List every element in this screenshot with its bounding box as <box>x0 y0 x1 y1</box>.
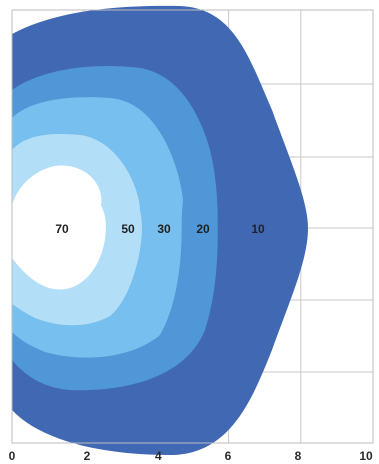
x-tick-label: 4 <box>155 449 162 463</box>
plot-border <box>11 9 374 444</box>
x-tick-label: 8 <box>295 449 302 463</box>
contour-labels: 10 20 30 50 70 <box>55 222 265 236</box>
x-tick-label: 0 <box>9 449 16 463</box>
x-tick-label: 10 <box>359 449 373 463</box>
contour-label-30: 30 <box>157 222 171 236</box>
x-axis-tick-labels: 0 2 4 6 8 10 <box>9 449 373 463</box>
plot-frame <box>11 9 374 444</box>
contour-label-50: 50 <box>121 222 135 236</box>
contour-label-10: 10 <box>251 222 265 236</box>
contour-label-70: 70 <box>55 222 69 236</box>
x-tick-label: 6 <box>225 449 232 463</box>
contour-regions <box>12 5 309 455</box>
contour-label-20: 20 <box>196 222 210 236</box>
contour-region-70 <box>12 165 106 290</box>
x-tick-label: 2 <box>84 449 91 463</box>
